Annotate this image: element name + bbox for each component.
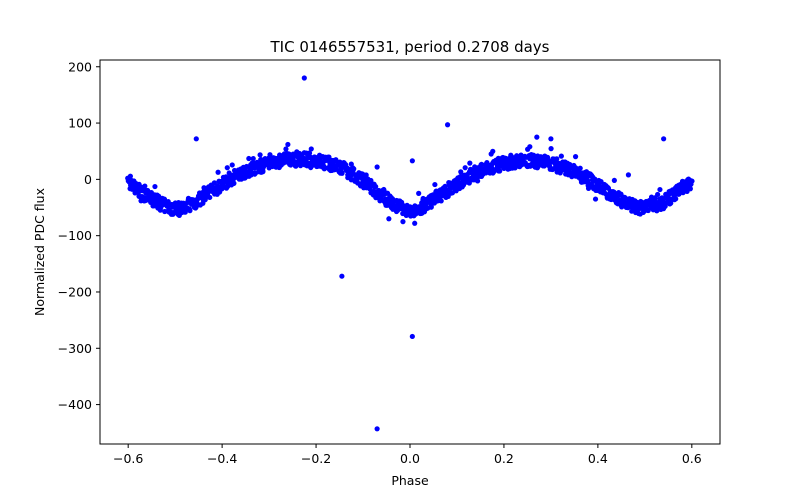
data-point [548,146,554,152]
data-point [428,203,434,209]
data-point [657,186,663,193]
data-point [257,152,263,158]
data-point [432,181,438,188]
data-point [301,75,307,81]
data-point [490,148,496,154]
data-point [152,183,158,190]
data-point [462,165,468,171]
x-tick-label: −0.4 [207,451,237,466]
data-point [215,182,221,189]
data-point [592,196,599,202]
data-point [285,141,291,148]
data-point [187,208,193,214]
data-point [534,134,540,140]
data-point [475,178,481,184]
data-point [374,164,380,170]
data-point [409,333,415,340]
y-axis-label: Normalized PDC flux [32,188,47,316]
data-point [444,122,451,128]
data-point [351,166,357,172]
data-point [193,136,199,142]
data-point [497,168,503,174]
y-tick-label: −300 [58,341,92,356]
y-tick-label: 200 [68,59,92,74]
data-point [478,162,484,168]
data-point [142,183,148,189]
data-point [585,178,591,184]
data-point [625,172,632,178]
data-point [622,195,628,201]
data-point [215,169,221,175]
data-point [527,144,533,150]
data-point [655,191,661,198]
data-point [400,219,406,225]
data-point [687,186,693,192]
x-tick-label: 0.4 [588,451,608,466]
x-tick-label: −0.6 [113,451,143,466]
data-point [611,177,617,184]
data-point [409,158,415,164]
data-point [689,178,695,184]
data-point [680,190,686,196]
chart-title: TIC 0146557531, period 0.2708 days [269,38,549,56]
data-point [467,160,473,166]
x-tick-label: 0.2 [494,451,514,466]
data-point [661,136,667,142]
data-point [416,190,422,196]
data-point [548,136,554,142]
plot-frame [99,59,721,445]
data-point [224,165,230,171]
data-point [260,169,266,175]
data-point [231,180,237,187]
data-point [374,426,380,432]
y-tick-label: 100 [68,116,92,131]
y-tick-label: −100 [58,228,92,243]
data-point [458,169,464,175]
data-point [673,196,679,202]
data-point [308,146,314,152]
data-point [412,220,418,226]
y-tick-label: −200 [58,284,92,299]
y-axis-ticks: −400 −300 −200 −100 0 100 200 [58,59,100,412]
x-axis-ticks: −0.6 −0.4 −0.2 0.0 0.2 0.4 0.6 [113,444,702,466]
x-tick-label: 0.6 [682,451,702,466]
data-point [373,183,379,190]
data-point [207,194,213,201]
data-point [438,198,444,204]
data-point [558,153,564,159]
data-point [386,216,392,222]
data-point [306,150,312,156]
data-points [125,75,695,432]
x-axis-label: Phase [391,473,429,488]
data-point [577,165,583,171]
data-point [283,146,289,152]
data-point [554,156,560,162]
data-point [572,154,579,160]
y-tick-label: 0 [84,172,92,187]
data-point [199,193,205,199]
x-tick-label: 0.0 [400,451,420,466]
data-point [246,155,252,162]
data-point [339,169,345,175]
data-point [339,273,345,279]
y-tick-label: −400 [58,397,92,412]
data-point [363,172,369,178]
x-tick-label: −0.2 [301,451,331,466]
data-point [250,156,256,162]
data-point [333,157,339,164]
data-point [229,162,235,168]
